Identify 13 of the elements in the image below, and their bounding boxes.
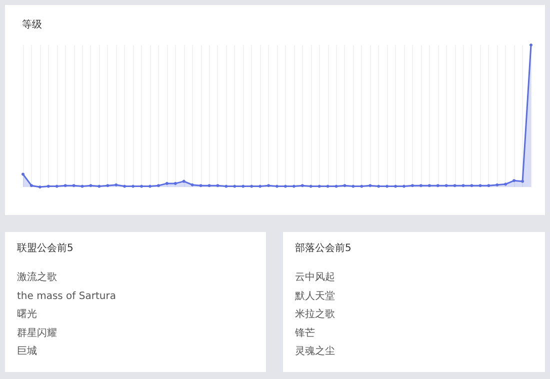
text: 灵魂之尘 [295,344,336,359]
text: 默人天堂 [295,290,336,304]
text: 激流之歌 [17,270,58,285]
text: 锋芒 [295,326,316,340]
chart-title: 等级 [22,18,42,30]
text: 米拉之歌 [295,308,336,322]
text: 联盟公会前5 [17,242,74,255]
text: 群星闪耀 [17,326,58,340]
text: the mass of Sartura [17,290,117,304]
text: 部落公会前5 [295,242,352,255]
text: 曙光 [17,308,38,322]
text: 巨城 [17,344,38,359]
text: 云中风起 [295,270,336,285]
